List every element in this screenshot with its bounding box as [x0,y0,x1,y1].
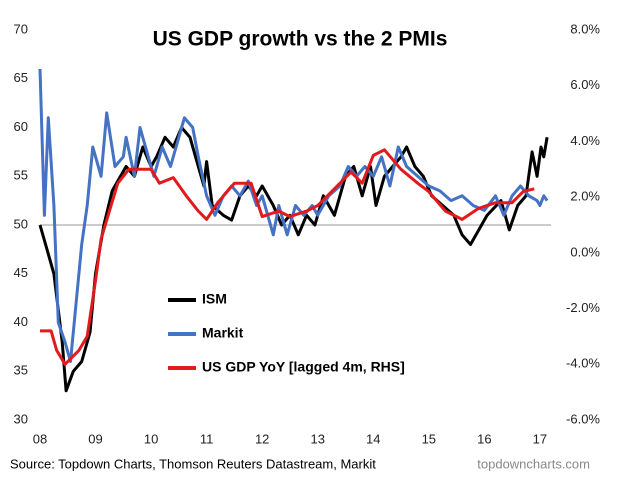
x-tick-label: 16 [477,431,491,446]
y2-tick-label: -2.0% [566,300,600,315]
legend-label: Markit [202,325,244,341]
chart-title: US GDP growth vs the 2 PMIs [153,28,448,51]
y-tick-label: 30 [14,411,28,426]
x-tick-label: 14 [366,431,380,446]
x-tick-label: 09 [88,431,102,446]
y-tick-label: 45 [14,265,28,280]
x-tick-label: 12 [255,431,269,446]
x-tick-label: 13 [310,431,324,446]
y2-tick-label: 4.0% [570,133,600,148]
y2-tick-label: -4.0% [566,356,600,371]
y2-tick-label: 8.0% [570,21,600,36]
y-tick-label: 70 [14,21,28,36]
watermark: topdowncharts.com [477,456,590,471]
legend-label: US GDP YoY [lagged 4m, RHS] [202,359,405,375]
legend-label: ISM [202,291,227,307]
line-series [38,126,549,393]
y-tick-label: 65 [14,70,28,85]
y-tick-label: 55 [14,168,28,183]
y-tick-label: 50 [14,216,28,231]
x-tick-label: 11 [200,431,214,446]
y2-tick-label: -6.0% [566,411,600,426]
x-tick-label: 10 [144,431,158,446]
y2-tick-label: 0.0% [570,244,600,259]
y-tick-label: 35 [14,363,28,378]
y2-tick-label: 6.0% [570,77,600,92]
y2-tick-label: 2.0% [570,189,600,204]
line-series [40,148,535,366]
x-tick-label: 17 [533,431,547,446]
y-tick-label: 60 [14,119,28,134]
x-tick-label: 15 [422,431,436,446]
y-tick-label: 40 [14,314,28,329]
source-note: Source: Topdown Charts, Thomson Reuters … [10,456,376,471]
x-tick-label: 08 [33,431,47,446]
